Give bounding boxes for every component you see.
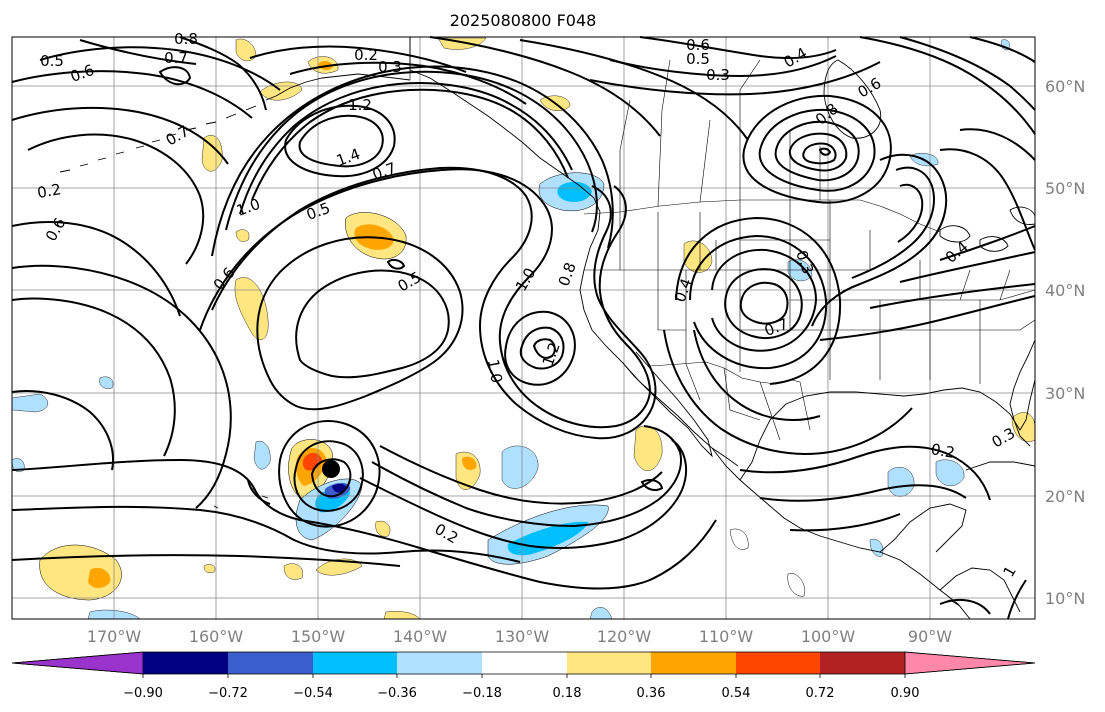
map-title: 2025080800 F048: [450, 11, 597, 30]
colorbar-segment: [11, 651, 144, 675]
lon-tick-label: 170°W: [87, 627, 142, 646]
colorbar: −0.90 −0.72 −0.54 −0.36 −0.18 0.18 0.36 0.54 0.7…: [11, 651, 1036, 701]
colorbar-tick-label: 0.72: [806, 686, 835, 701]
colorbar-tick-label: 0.54: [722, 686, 751, 701]
longitude-labels: 170°W 160°W 150°W 140°W 130°W 120°W 110°W 100°W…: [87, 627, 952, 646]
colorbar-tick-label: −0.72: [208, 686, 248, 701]
lat-tick-label: 50°N: [1045, 179, 1085, 198]
colorbar-tick-label: −0.54: [293, 686, 333, 701]
colorbar-tick-label: 0.36: [637, 686, 666, 701]
lon-tick-label: 120°W: [597, 627, 652, 646]
colorbar-tick-label: 0.90: [891, 686, 920, 701]
colorbar-segment: [313, 652, 397, 674]
contour-label: 0.5: [686, 50, 710, 68]
contour-label: 0.2: [36, 180, 63, 202]
contour-label: 0.6: [686, 36, 710, 54]
lat-tick-label: 30°N: [1045, 384, 1085, 403]
lat-tick-label: 10°N: [1045, 589, 1085, 608]
storm-center-marker: [322, 460, 340, 478]
contour-label: 0.2: [354, 46, 378, 64]
contour-lines: [11, 36, 1036, 620]
contour-label: 0.7: [164, 49, 188, 67]
colorbar-segment: [820, 652, 905, 674]
lon-tick-label: 130°W: [495, 627, 550, 646]
lat-tick-label: 40°N: [1045, 281, 1085, 300]
colorbar-segment: [736, 652, 820, 674]
contour-label: 0.8: [174, 30, 198, 48]
colorbar-segment: [904, 651, 1036, 675]
colorbar-segment: [228, 652, 313, 674]
colorbar-tick-label: −0.36: [377, 686, 417, 701]
contour-label: 0.3: [378, 58, 402, 76]
lon-tick-label: 100°W: [801, 627, 856, 646]
coastlines: [59, 37, 1036, 620]
latitude-labels: 60°N 50°N 40°N 30°N 20°N 10°N: [1045, 77, 1085, 608]
lon-tick-label: 140°W: [393, 627, 448, 646]
contour-label: 1.2: [348, 96, 372, 114]
map-border: [11, 36, 1036, 620]
colorbar-tick-label: −0.18: [462, 686, 502, 701]
lon-tick-label: 90°W: [908, 627, 952, 646]
shaded-anomalies: [11, 37, 1036, 620]
lon-tick-label: 160°W: [189, 627, 244, 646]
contour-label: 0.2: [930, 440, 957, 462]
lat-tick-label: 20°N: [1045, 487, 1085, 506]
colorbar-tick-label: −0.90: [123, 686, 163, 701]
colorbar-segment: [482, 652, 567, 674]
contour-label: 0.3: [706, 66, 730, 84]
colorbar-tick-label: 0.18: [553, 686, 582, 701]
lat-tick-label: 60°N: [1045, 77, 1085, 96]
lon-tick-label: 110°W: [699, 627, 754, 646]
colorbar-segment: [651, 652, 736, 674]
contour-label: 1.0: [484, 358, 506, 385]
contour-label: 0.5: [40, 52, 64, 70]
colorbar-segment: [397, 652, 482, 674]
lon-tick-label: 150°W: [291, 627, 346, 646]
colorbar-segment: [143, 652, 228, 674]
colorbar-segment: [567, 652, 651, 674]
